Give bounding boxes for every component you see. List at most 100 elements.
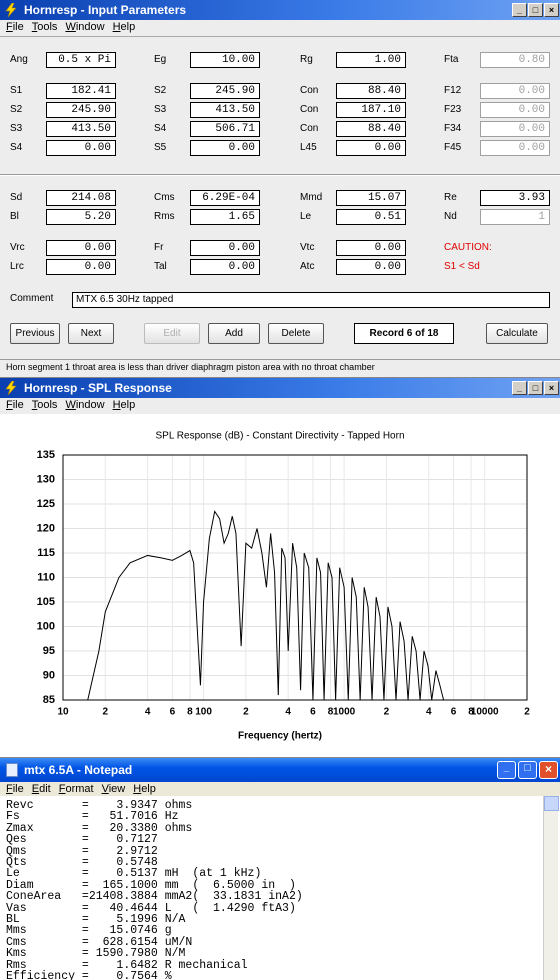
y-tick-label: 95 xyxy=(43,645,55,657)
field-label: F45 xyxy=(444,142,462,153)
field-input[interactable]: 1.65 xyxy=(190,209,260,225)
field-label: F34 xyxy=(444,123,462,134)
minimize-button[interactable]: _ xyxy=(497,761,516,779)
close-button[interactable]: × xyxy=(544,381,559,395)
maximize-button[interactable]: □ xyxy=(528,3,543,17)
field-input[interactable]: 245.90 xyxy=(190,83,260,99)
field-input[interactable]: 5.20 xyxy=(46,209,116,225)
y-tick-label: 100 xyxy=(37,620,55,632)
field-input[interactable]: 0.00 xyxy=(46,259,116,275)
x-tick-label: 1000 xyxy=(333,707,356,718)
menu-item[interactable]: Help xyxy=(112,21,136,33)
x-tick-label: 2 xyxy=(524,707,530,718)
spl-curve xyxy=(87,510,445,701)
button[interactable]: Delete xyxy=(268,323,324,344)
scrollbar[interactable] xyxy=(543,796,559,980)
field-label: Atc xyxy=(300,261,315,272)
field-input[interactable]: 0.00 xyxy=(46,240,116,256)
field-input[interactable]: 3.93 xyxy=(480,190,550,206)
field-input[interactable]: 6.29E-04 xyxy=(190,190,260,206)
close-button[interactable]: × xyxy=(544,3,559,17)
field-input[interactable]: 0.00 xyxy=(190,259,260,275)
x-tick-label: 6 xyxy=(451,707,457,718)
field-input[interactable]: 0.00 xyxy=(336,240,406,256)
button[interactable]: Previous xyxy=(10,323,60,344)
x-tick-label: 10 xyxy=(57,707,69,718)
button[interactable]: Add xyxy=(208,323,260,344)
app-icon xyxy=(5,3,17,17)
comment-field[interactable]: MTX 6.5 30Hz tapped xyxy=(72,292,550,308)
scroll-up[interactable] xyxy=(544,796,559,811)
field-label: Sd xyxy=(10,192,23,203)
text-area[interactable]: Revc = 3.9347 ohms Fs = 51.7016 Hz Zmax = … xyxy=(0,796,543,980)
notepad-window: mtx 6.5A - Notepad _ □ × File Edit Format V… xyxy=(0,758,560,980)
x-tick-label: 8 xyxy=(328,707,334,718)
field-label: Le xyxy=(300,211,312,222)
field-input[interactable]: 0.00 xyxy=(190,240,260,256)
menu-item[interactable]: File xyxy=(6,399,24,411)
y-tick-label: 125 xyxy=(37,498,55,510)
field-input[interactable]: 187.10 xyxy=(336,102,406,118)
field-input[interactable]: 1.00 xyxy=(336,52,406,68)
maximize-button[interactable]: □ xyxy=(518,761,537,779)
menu-item[interactable]: Help xyxy=(133,783,156,795)
field-input[interactable]: 0.5 x Pi xyxy=(46,52,116,68)
menu-item[interactable]: Help xyxy=(112,399,136,411)
field-input[interactable]: 0.00 xyxy=(480,83,550,99)
field-input[interactable]: 182.41 xyxy=(46,83,116,99)
field-input[interactable]: 413.50 xyxy=(190,102,260,118)
field-input[interactable]: 88.40 xyxy=(336,121,406,137)
field-input[interactable]: 506.71 xyxy=(190,121,260,137)
field-label: Nd xyxy=(444,211,457,222)
field-input[interactable]: 0.80 xyxy=(480,52,550,68)
field-input[interactable]: 0.00 xyxy=(480,121,550,137)
menu-item[interactable]: Window xyxy=(65,399,105,411)
button[interactable]: Next xyxy=(68,323,114,344)
text-line: Efficiency = 0.7564 % xyxy=(6,970,172,980)
field-input[interactable]: 0.00 xyxy=(336,259,406,275)
separator xyxy=(0,36,560,37)
x-tick-label: 2 xyxy=(103,707,109,718)
field-input[interactable]: 15.07 xyxy=(336,190,406,206)
menu-item[interactable]: File xyxy=(6,783,24,795)
field-input[interactable]: 0.51 xyxy=(336,209,406,225)
field-input[interactable]: 0.00 xyxy=(480,102,550,118)
minimize-button[interactable]: _ xyxy=(512,381,527,395)
app-icon xyxy=(6,763,18,777)
menu-item[interactable]: Window xyxy=(65,21,105,33)
menu-item[interactable]: File xyxy=(6,21,24,33)
field-input[interactable]: 1 xyxy=(480,209,550,225)
field-label: Rms xyxy=(154,211,175,222)
menu-item[interactable]: Tools xyxy=(31,21,58,33)
maximize-button[interactable]: □ xyxy=(528,381,543,395)
minimize-button[interactable]: _ xyxy=(512,3,527,17)
field-input[interactable]: 10.00 xyxy=(190,52,260,68)
text-line: Kms = 1590.7980 N/M xyxy=(6,947,186,961)
field-input[interactable]: 0.00 xyxy=(336,140,406,156)
menu-bar: File Tools Window Help xyxy=(0,20,560,36)
field-input[interactable]: 0.00 xyxy=(190,140,260,156)
field-label: Ang xyxy=(10,54,28,65)
menu-item[interactable]: View xyxy=(101,783,126,795)
x-tick-label: 8 xyxy=(187,707,193,718)
field-label: Cms xyxy=(154,192,175,203)
parameter-grid: Ang 0.5 x Pi Eg 10.00 Rg 1.00 Fta 0.80 S1 182.41 S… xyxy=(0,0,560,378)
field-input[interactable]: 88.40 xyxy=(336,83,406,99)
button[interactable]: Edit xyxy=(144,323,200,344)
window-title: mtx 6.5A - Notepad xyxy=(24,763,133,777)
field-label: Eg xyxy=(154,54,167,65)
close-button[interactable]: × xyxy=(539,761,558,779)
menu-item[interactable]: Edit xyxy=(31,783,51,795)
menu-item[interactable]: Format xyxy=(58,783,94,795)
field-input[interactable]: 0.00 xyxy=(46,140,116,156)
y-tick-label: 130 xyxy=(37,473,55,485)
field-input[interactable]: 245.90 xyxy=(46,102,116,118)
field-input[interactable]: 0.00 xyxy=(480,140,550,156)
field-input[interactable]: 214.08 xyxy=(46,190,116,206)
y-tick-label: 90 xyxy=(43,669,55,681)
text-line: Qes = 0.7127 xyxy=(6,833,158,847)
x-axis-label: Frequency (hertz) xyxy=(238,731,322,742)
field-input[interactable]: 413.50 xyxy=(46,121,116,137)
menu-item[interactable]: Tools xyxy=(31,399,58,411)
calculate-button[interactable]: Calculate xyxy=(486,323,548,344)
